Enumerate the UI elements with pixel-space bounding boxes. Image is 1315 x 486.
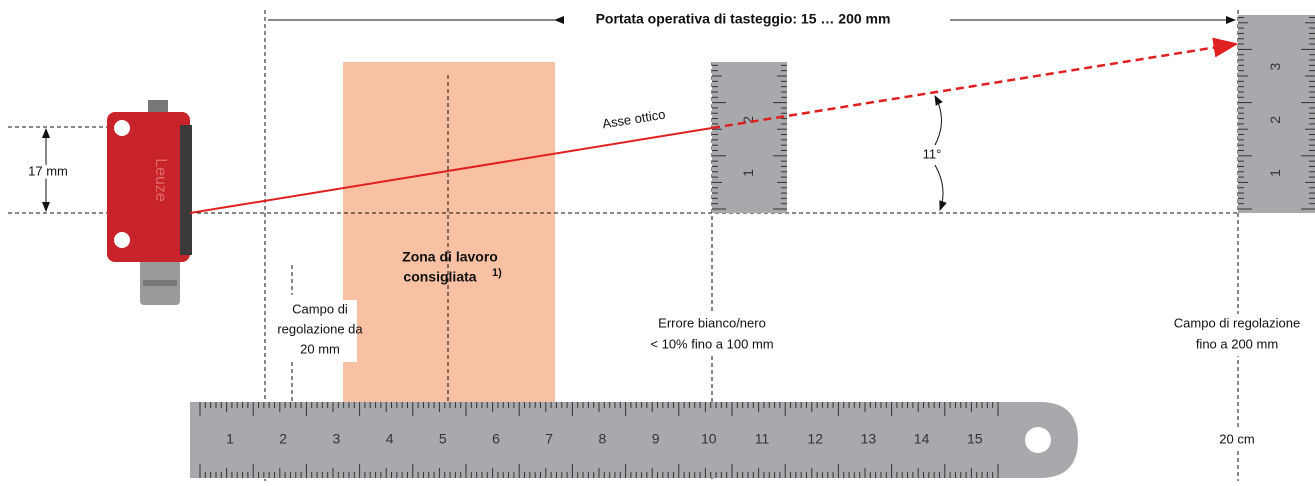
diagram: Portata operativa di tasteggio: 15 … 200… xyxy=(0,0,1315,481)
ruler-label: 14 xyxy=(914,431,930,447)
ruler-label: 9 xyxy=(652,431,660,447)
ruler-label: 2 xyxy=(1267,116,1283,124)
angle-arrow xyxy=(935,165,943,210)
zone-label: Zona di lavoro xyxy=(402,249,498,265)
small-ruler: 12 xyxy=(712,62,787,213)
ruler-label: 1 xyxy=(740,169,756,177)
svg-text:Leuze: Leuze xyxy=(152,158,169,202)
small-ruler: 1 2 3 xyxy=(1238,15,1315,213)
ruler-label: 10 xyxy=(701,431,717,447)
ruler-label: 2 xyxy=(279,431,287,447)
ruler-label: 6 xyxy=(492,431,500,447)
label: fino a 200 mm xyxy=(1196,336,1278,351)
zone-label: consigliata xyxy=(403,269,476,285)
ruler-label: 8 xyxy=(599,431,607,447)
label: < 10% fino a 100 mm xyxy=(650,336,773,351)
label: regolazione da xyxy=(277,321,363,336)
ruler-label: 15 xyxy=(967,431,983,447)
ruler-label: 4 xyxy=(386,431,394,447)
ruler-label: 7 xyxy=(545,431,553,447)
ruler-label: 12 xyxy=(807,431,823,447)
angle-label: 11° xyxy=(923,146,942,161)
ruler-label: 3 xyxy=(1267,62,1283,70)
label: 20 cm xyxy=(1219,431,1254,446)
optical-axis xyxy=(712,44,1236,128)
label: Campo di regolazione xyxy=(1174,315,1300,330)
zone-note: 1) xyxy=(492,267,502,279)
label: Errore bianco/nero xyxy=(658,315,766,330)
label: 20 mm xyxy=(300,341,340,356)
label: Campo di xyxy=(292,301,348,316)
title: Portata operativa di tasteggio: 15 … 200… xyxy=(596,11,891,27)
axis-label: Asse ottico xyxy=(601,107,666,132)
ruler-label: 3 xyxy=(333,431,341,447)
work-zone xyxy=(343,62,555,402)
sensor: Leuze xyxy=(107,100,192,305)
ruler-label: 5 xyxy=(439,431,447,447)
ruler-label: 13 xyxy=(861,431,877,447)
ruler-label: 1 xyxy=(226,431,234,447)
dimension-label: 17 mm xyxy=(28,163,68,178)
ruler-label: 11 xyxy=(755,431,770,447)
angle-arrow xyxy=(935,96,942,145)
ruler-label: 1 xyxy=(1267,169,1283,177)
